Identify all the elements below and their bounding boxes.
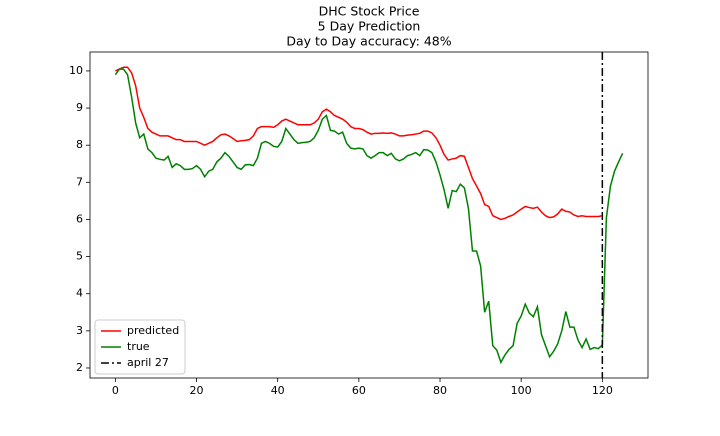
y-tick-label: 6: [76, 212, 83, 225]
chart-subtitle: 5 Day Prediction: [318, 19, 421, 34]
y-tick-label: 4: [76, 287, 83, 300]
y-tick-label: 10: [69, 64, 83, 77]
line-series: [115, 66, 603, 221]
x-tick-label: 80: [433, 384, 447, 397]
plot-frame: [89, 51, 649, 379]
y-tick-label: 9: [76, 101, 83, 114]
x-tick-label: 120: [592, 384, 613, 397]
legend-label: predicted: [127, 324, 179, 337]
chart-subtitle: Day to Day accuracy: 48%: [286, 34, 451, 49]
legend-label: april 27: [127, 356, 169, 369]
x-tick-label: 0: [112, 384, 119, 397]
x-tick-label: 40: [271, 384, 285, 397]
y-tick-label: 3: [76, 324, 83, 337]
line-series: [114, 68, 624, 365]
y-tick-label: 2: [76, 361, 83, 374]
y-tick-label: 8: [76, 138, 83, 151]
x-tick-label: 20: [190, 384, 204, 397]
legend-label: true: [127, 340, 150, 353]
chart-title: DHC Stock Price: [319, 4, 420, 19]
x-tick-label: 60: [352, 384, 366, 397]
x-tick-label: 100: [511, 384, 532, 397]
y-tick-label: 7: [76, 175, 83, 188]
legend-box: [94, 319, 186, 375]
y-tick-label: 5: [76, 250, 83, 263]
